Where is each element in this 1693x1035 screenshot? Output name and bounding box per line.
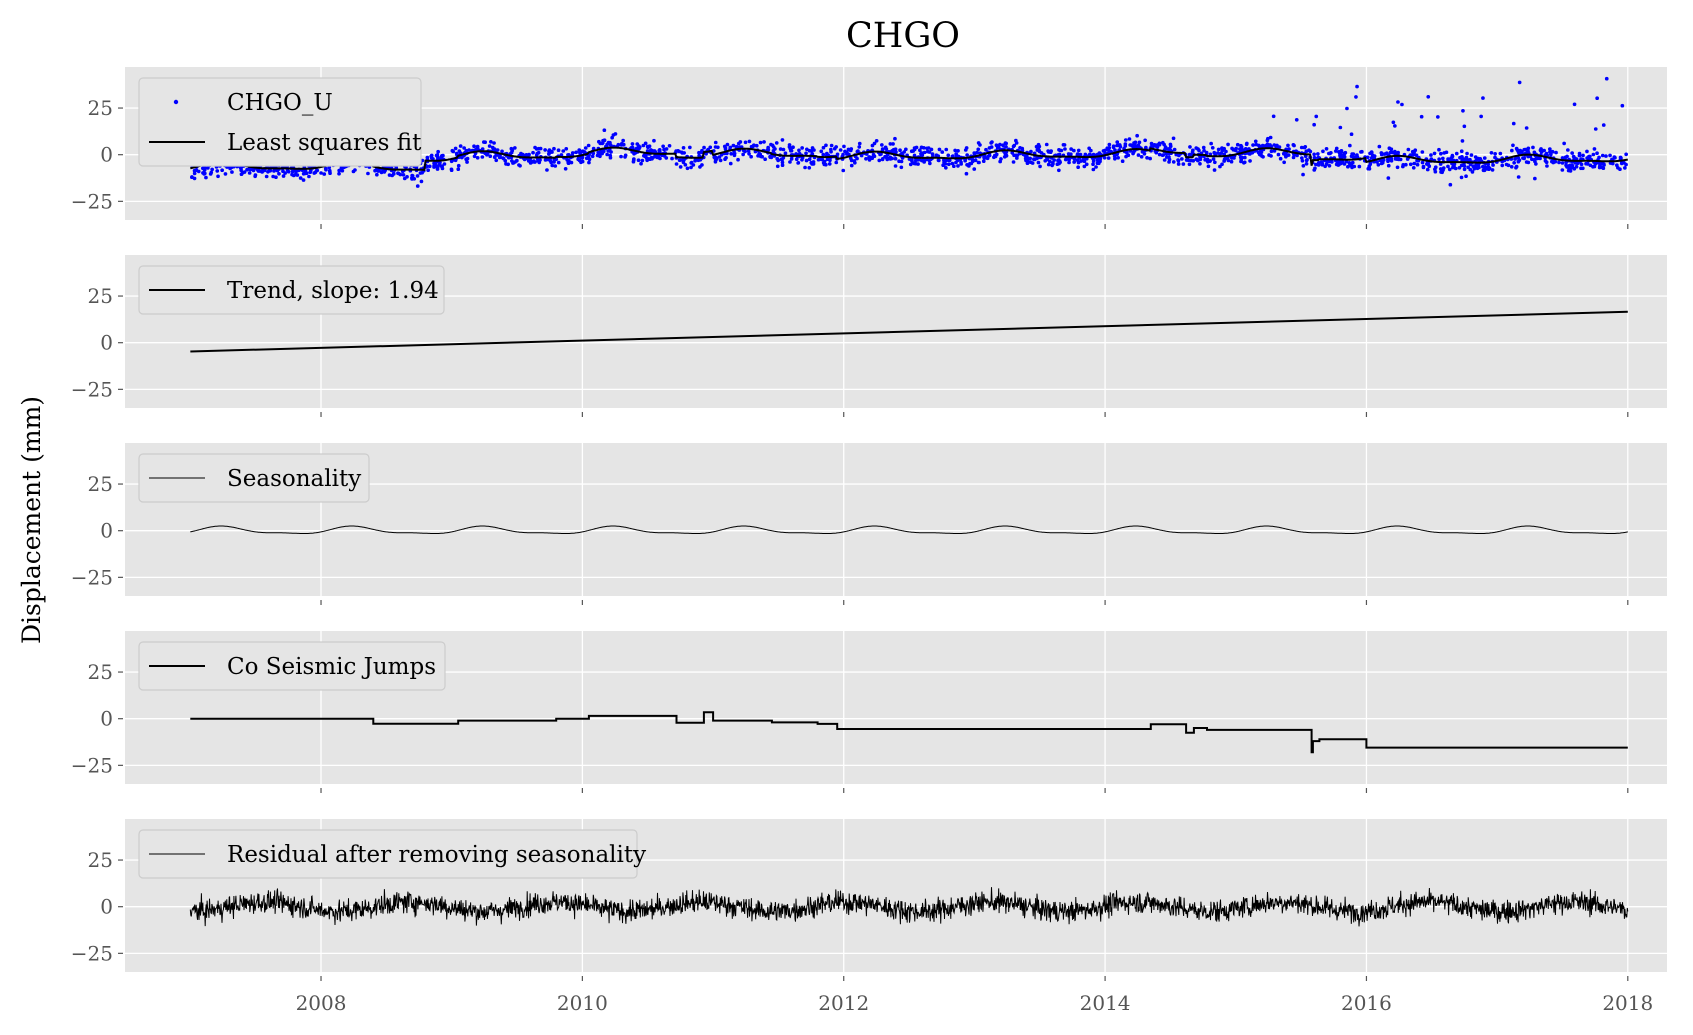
- legend: Trend, slope: 1.94: [138, 265, 445, 315]
- legend-label: Seasonality: [227, 466, 361, 492]
- legend-label: Least squares fit: [227, 130, 422, 156]
- y-tick-label: 25: [88, 284, 113, 308]
- legend-label: Residual after removing seasonality: [227, 842, 646, 868]
- y-tick-label: 0: [100, 331, 113, 355]
- legend: Co Seismic Jumps: [138, 641, 446, 691]
- legend-box: [138, 77, 422, 167]
- legend-box: [138, 453, 370, 503]
- series-group: [188, 76, 1629, 188]
- legend-box: [138, 265, 445, 315]
- y-tick-label: −25: [71, 565, 113, 589]
- legend: Seasonality: [138, 453, 370, 503]
- x-tick-label: 2012: [818, 991, 869, 1015]
- y-tick-label: 25: [88, 660, 113, 684]
- panel-trend: 25 0 −25 Trend, slope: 1.94: [71, 255, 1667, 417]
- series-group: [189, 887, 1629, 927]
- legend-marker: [173, 99, 179, 105]
- series-co-seismic-jumps: [190, 711, 1628, 754]
- panel-residual: 2008 2010 2012 2014 2016 2018 25 0 −25 Residual a…: [71, 819, 1667, 1015]
- chart-title: CHGO: [846, 16, 960, 56]
- y-tick-label: 0: [100, 707, 113, 731]
- y-tick-label: 0: [100, 143, 113, 167]
- x-tick-label: 2018: [1602, 991, 1653, 1015]
- series-group: [190, 711, 1628, 754]
- legend-box: [138, 641, 446, 691]
- y-tick-label: −25: [71, 941, 113, 965]
- legend-box: [138, 829, 638, 879]
- y-tick-label: −25: [71, 377, 113, 401]
- y-tick-label: 25: [88, 96, 113, 120]
- panel-jumps: 25 0 −25 Co Seismic Jumps: [71, 631, 1667, 793]
- legend-label: Trend, slope: 1.94: [227, 278, 439, 304]
- x-tick-label: 2010: [557, 991, 608, 1015]
- legend: Residual after removing seasonality: [138, 829, 646, 879]
- series-group: [190, 525, 1628, 534]
- series-least-squares-fit: [190, 146, 1629, 171]
- series-seasonality: [190, 525, 1628, 534]
- y-tick-label: −25: [71, 753, 113, 777]
- x-tick-label: 2016: [1341, 991, 1392, 1015]
- series-trend: [190, 310, 1628, 353]
- y-tick-label: 25: [88, 472, 113, 496]
- panel-observed: 25 0 −25 CHGO_U Least squares fit: [71, 67, 1667, 229]
- y-tick-label: 25: [88, 848, 113, 872]
- panel-seasonality: 25 0 −25 Seasonality: [71, 443, 1667, 605]
- x-tick-label: 2014: [1080, 991, 1131, 1015]
- series-group: [190, 310, 1628, 353]
- y-tick-label: 0: [100, 519, 113, 543]
- legend-label: CHGO_U: [227, 90, 333, 116]
- plot-area: [125, 443, 1667, 596]
- x-tick-label: 2008: [296, 991, 347, 1015]
- series-residual: [189, 887, 1629, 927]
- panels: 25 0 −25 CHGO_U Least squares fit 25 0 −25 Trend…: [71, 67, 1667, 1015]
- legend-label: Co Seismic Jumps: [227, 654, 436, 680]
- y-tick-label: −25: [71, 189, 113, 213]
- y-axis-label: Displacement (mm): [17, 396, 46, 644]
- y-tick-label: 0: [100, 895, 113, 919]
- legend: CHGO_U Least squares fit: [138, 77, 422, 167]
